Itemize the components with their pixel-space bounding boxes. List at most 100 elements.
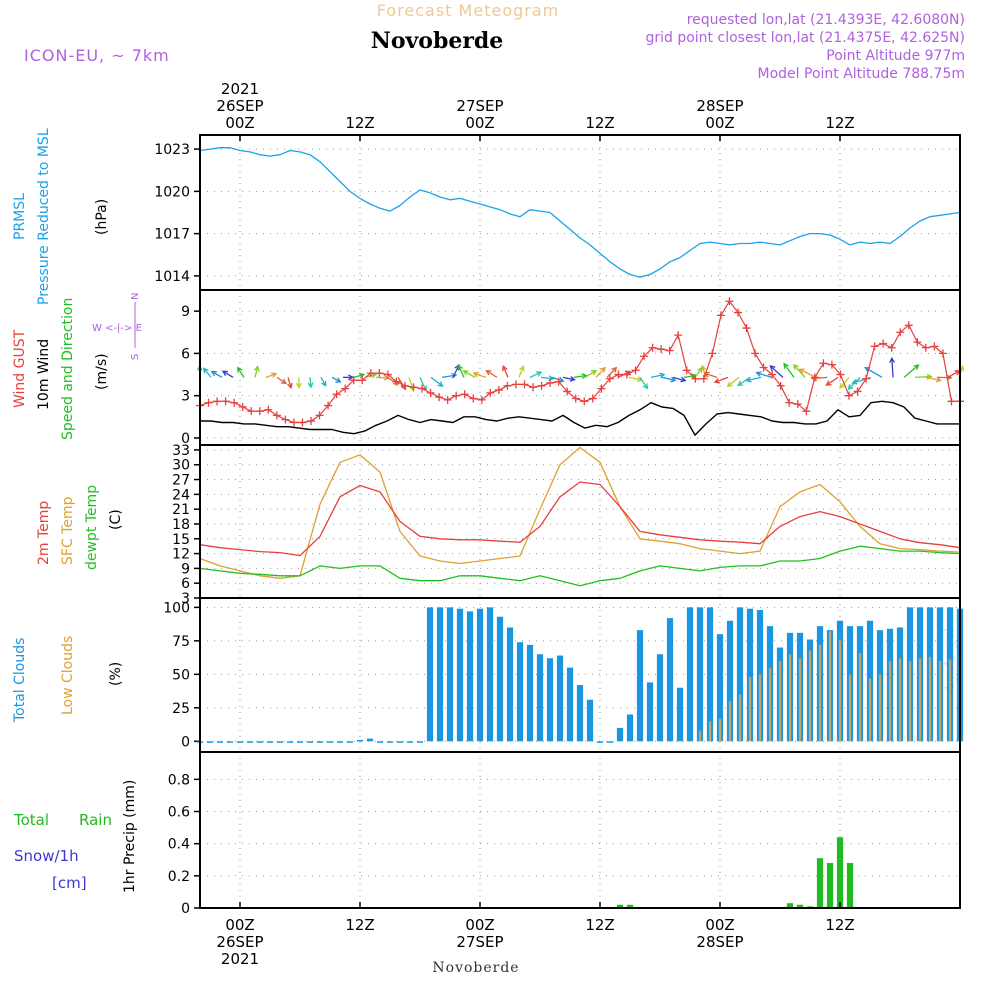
bottom-time-label: 28SEP [696,933,743,951]
wind-arrow [353,373,365,378]
top-time-label: 12Z [825,114,854,132]
wind-arrow [925,376,941,382]
wind-arrow [463,370,476,378]
total-cloud-bar [646,682,654,742]
gust-marker [725,297,734,306]
low-cloud-bar [728,701,732,742]
wind-arrow [584,370,597,378]
gust-marker [503,381,512,390]
total-cloud-bar [456,608,464,742]
low-cloud-bar [818,644,822,742]
gust-marker [358,376,367,385]
wind-arrow-head [611,366,618,373]
wind-ytick-label: 3 [181,389,190,405]
wind-arrow-head [307,382,314,389]
gust-line [199,300,960,424]
total-cloud-bar [526,644,534,742]
total-cloud-bar [496,616,504,742]
low-cloud-bar [798,658,802,742]
plot-area: 1014101710201023036936912151821242730330… [154,80,965,968]
bottom-time-label: 12Z [585,916,614,934]
wind-arrow [276,376,287,384]
gust-marker [213,397,222,406]
wind-arrow [793,364,806,378]
wind-arrow [694,367,703,378]
sfc-temp-line [199,446,961,579]
gust-marker [674,331,683,340]
temp2m-label: 2m Temp [36,501,52,565]
wind-arrow-head [581,373,588,380]
wind-ytick-label: 6 [181,346,190,362]
total-cloud-bar [576,685,584,742]
wind-arrow [562,376,575,381]
model-altitude: Model Point Altitude 788.75m [758,66,965,82]
gust-label: Wind GUST [12,329,28,408]
wind-labels: Wind GUST 10m Wind Speed and Direction (… [12,293,142,440]
temp-ytick-label: 30 [172,458,190,474]
gust-marker [230,398,239,407]
gust-marker [844,391,853,400]
percent-unit-label: (%) [108,662,124,686]
bottom-time-label: 2021 [221,950,259,968]
wind-arrow-head [519,365,525,372]
gust-marker [264,405,273,414]
footer-location: Novoberde [432,960,519,976]
wind-arrow [783,363,795,378]
total-cloud-bar [676,687,684,742]
gust-marker [776,381,785,390]
wind-arrow [650,373,665,378]
gust-marker [520,380,529,389]
gust-marker [452,391,461,400]
total-cloud-bar [716,634,724,742]
ms-unit-label: (m/s) [94,353,110,390]
gust-marker [571,394,580,403]
rain-bar [786,903,794,908]
total-cloud-bar [556,655,564,742]
wind-arrow [529,371,542,378]
pressure-ytick-label: 1023 [154,142,190,158]
wind-arrow-head [700,364,707,372]
low-cloud-bar [738,694,742,742]
low-cloud-bar [778,660,782,742]
total-cloud-bar [386,741,394,743]
bottom-time-label: 27SEP [456,933,503,951]
snow-label: Snow/1h [14,847,79,865]
gust-marker [289,418,298,427]
location-title: Novoberde [371,28,504,54]
total-cloud-bar [446,607,454,742]
meteogram-title: Forecast Meteogram [377,1,559,20]
gust-marker [341,384,350,393]
total-cloud-bar [706,607,714,742]
wind-arrow-head [847,384,854,390]
gust-marker [494,386,503,395]
rain-bar [616,904,624,908]
gust-marker [887,343,896,352]
gust-marker [443,395,452,404]
wind-arrow [502,366,509,378]
wind-arrow-head [713,378,721,384]
total-cloud-bar [656,654,664,742]
gust-marker [435,393,444,402]
gust-marker [691,374,700,383]
wind-arrow-head [358,372,366,379]
gust-marker [810,373,819,382]
total-cloud-bar [626,714,634,742]
wind-arrow [309,377,312,388]
wind-arrow-head [210,370,217,377]
total-cloud-bar [436,607,444,742]
cm-unit-label: [cm] [52,874,87,892]
wind-arrow-head [536,371,543,377]
wind-arrow-head [202,367,209,374]
gust-marker [622,370,631,379]
wind-ytick-label: 9 [181,304,190,320]
gust-marker [469,394,478,403]
low-clouds-label: Low Clouds [60,636,76,715]
top-time-label: 00Z [705,114,734,132]
wind-arrow-head [590,369,598,376]
total-cloud-bar [286,741,294,743]
wind-arrow-head [221,370,229,376]
wind-arrow [639,377,648,389]
temp-labels: 2m Temp SFC Temp dewpt Temp (C) [36,485,124,570]
temp-ytick-label: 6 [181,576,190,592]
